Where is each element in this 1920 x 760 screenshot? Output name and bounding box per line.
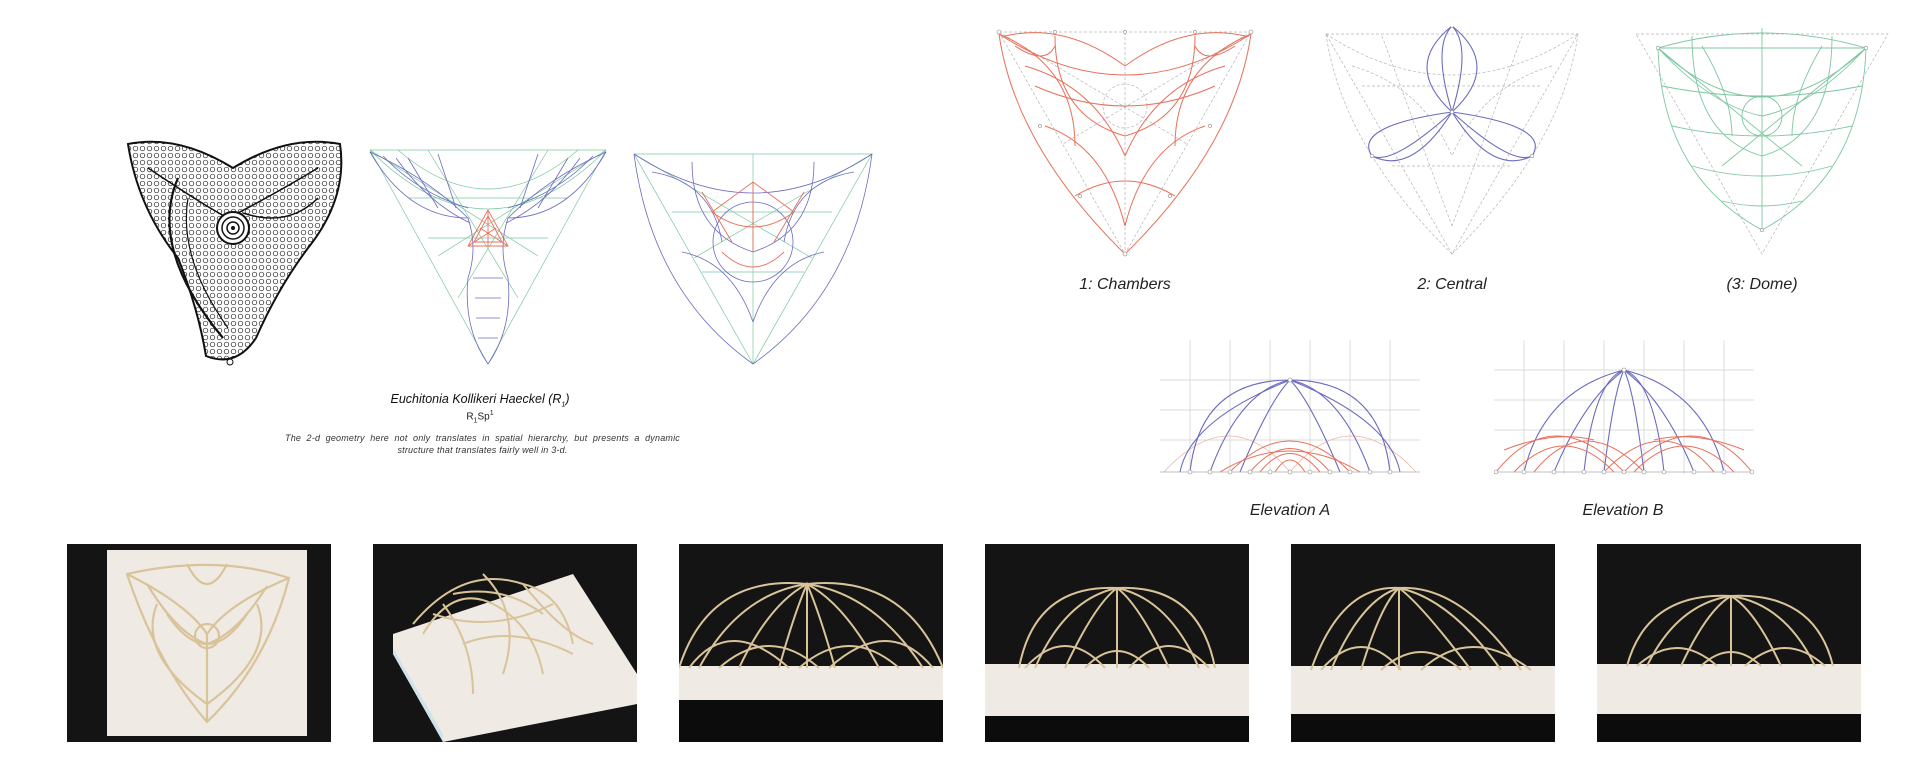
- central-diagram: [1322, 26, 1582, 258]
- model-photo-side-2: [1291, 544, 1555, 742]
- diagram-caption-dome: (3: Dome): [1726, 276, 1798, 293]
- model-photo-plan: [67, 544, 331, 742]
- model-photo-side-3: [1597, 544, 1861, 742]
- diagram-caption-chambers: 1: Chambers: [1079, 276, 1171, 293]
- elevation-b-diagram: [1494, 340, 1754, 476]
- specimen-name: Euchitonia Kollikeri Haeckel: [390, 392, 545, 406]
- model-photo-front: [679, 544, 943, 742]
- specimen-code-sub: 1: [473, 417, 478, 425]
- specimen-description: The 2-d geometry here not only translate…: [285, 433, 680, 455]
- specimen-code: R1Sp1: [280, 410, 680, 424]
- diagram-caption-central: 2: Central: [1417, 276, 1487, 293]
- model-photo-perspective: [373, 544, 637, 742]
- chambers-diagram: [995, 26, 1255, 258]
- specimen-title: Euchitonia Kollikeri Haeckel (R1): [280, 392, 680, 409]
- geometry-diagram-radial: [368, 148, 608, 366]
- elevation-a-caption: Elevation A: [1249, 502, 1331, 519]
- dome-diagram: [1632, 26, 1892, 258]
- specimen-name-paren-open: (R: [548, 392, 562, 406]
- specimen-code-sup: 1: [489, 410, 494, 417]
- specimen-engraving: [118, 138, 350, 370]
- specimen-name-paren-close: ): [565, 392, 570, 406]
- elevation-a-diagram: [1160, 340, 1420, 476]
- specimen-name-sub: 1: [561, 401, 566, 409]
- model-photo-side-1: [985, 544, 1249, 742]
- specimen-code-a: R: [466, 411, 474, 423]
- geometry-diagram-arcs: [632, 152, 874, 366]
- specimen-code-b: Sp: [477, 411, 490, 423]
- elevation-b-caption: Elevation B: [1582, 502, 1664, 519]
